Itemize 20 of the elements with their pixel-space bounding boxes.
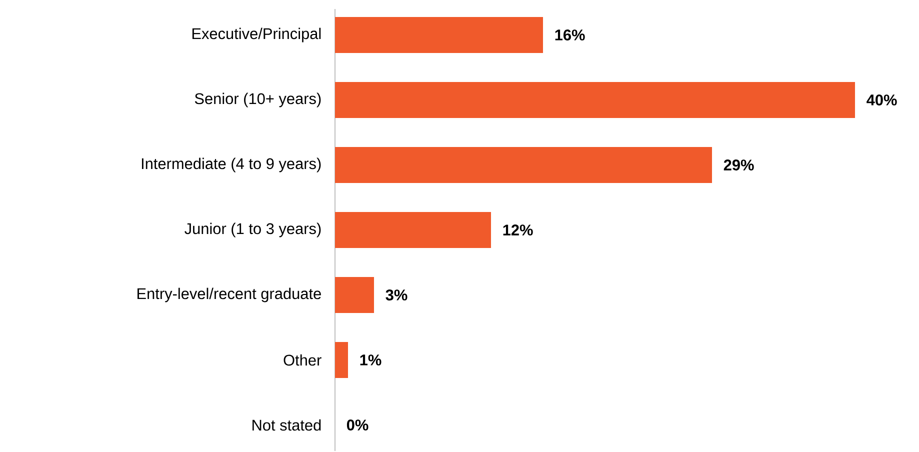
bar <box>335 212 492 248</box>
y-tick-label: Senior (10+ years) <box>194 92 321 108</box>
data-label: 3% <box>386 290 408 300</box>
y-tick-label: Other <box>284 354 322 366</box>
data-label: 12% <box>503 224 533 236</box>
y-tick-label: Not stated <box>252 419 321 431</box>
y-tick-label: Entry-level/recent graduate <box>138 288 321 302</box>
y-tick-label: Executive/Principal <box>192 28 321 42</box>
bar <box>335 277 374 313</box>
data-label: 40% <box>866 94 897 106</box>
bar <box>335 16 544 53</box>
bar <box>335 146 712 183</box>
data-label: 0% <box>346 420 368 430</box>
y-tick-label: Intermediate (4 to 9 years) <box>142 158 321 172</box>
data-label: 29% <box>724 160 754 170</box>
bar <box>335 342 348 378</box>
bar <box>335 82 856 118</box>
data-label: 16% <box>555 30 585 40</box>
y-tick-label: Junior (1 to 3 years) <box>184 222 321 238</box>
data-label: 1% <box>360 354 382 366</box>
